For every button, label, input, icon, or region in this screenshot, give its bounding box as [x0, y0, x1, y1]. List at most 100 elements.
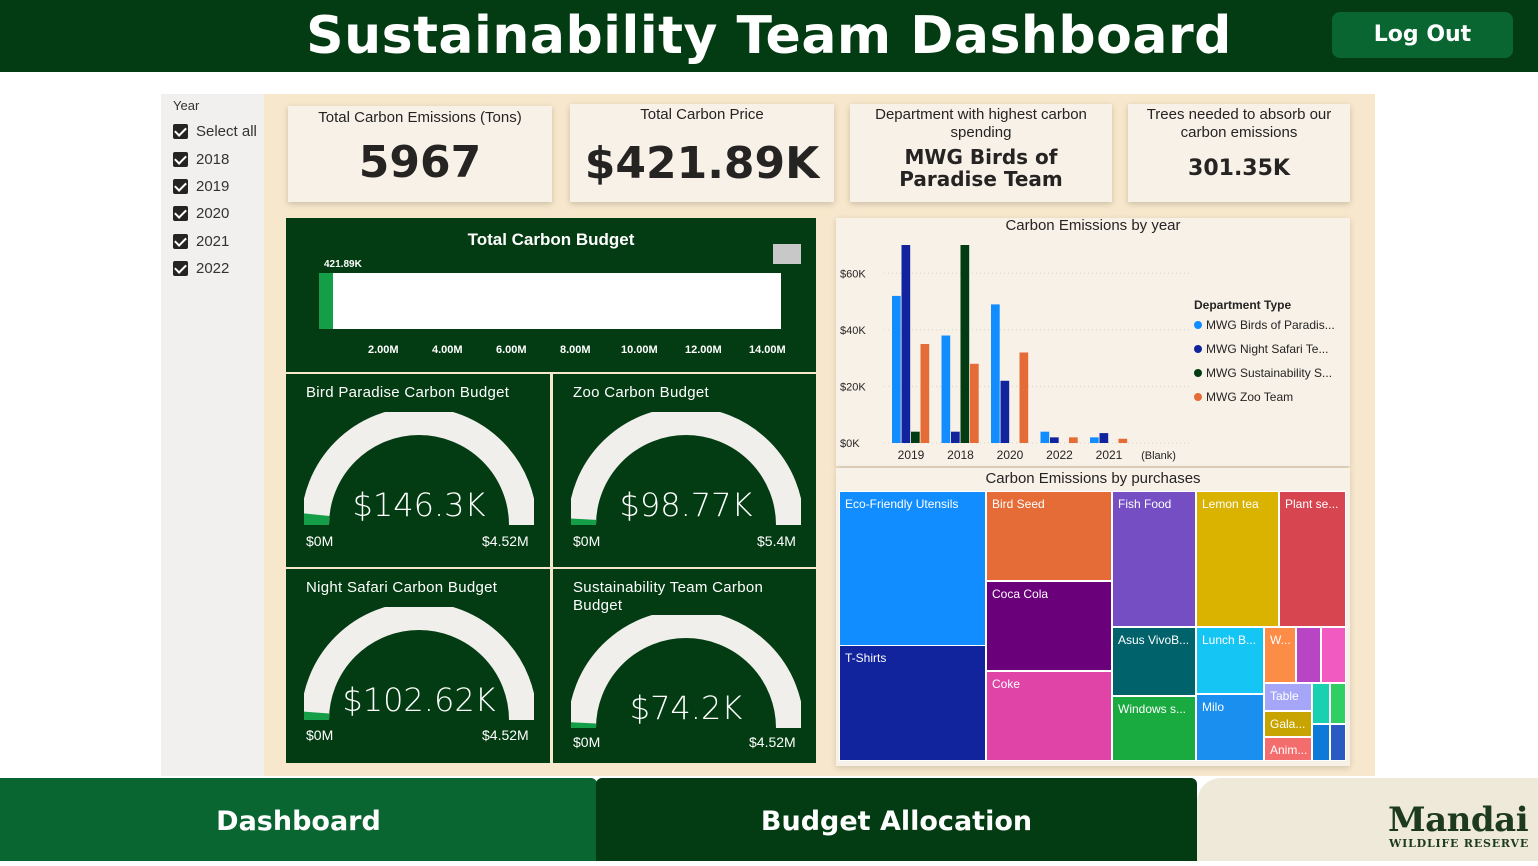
treemap-cell[interactable] [1330, 683, 1346, 724]
legend-item[interactable]: MWG Birds of Paradis... [1194, 318, 1335, 332]
emissions-by-year-chart[interactable]: Carbon Emissions by year $60K$40K$20K$0K… [836, 218, 1350, 466]
treemap-cell[interactable] [1321, 627, 1346, 683]
bar-2020-0[interactable] [991, 304, 1000, 443]
slicer-item-2022[interactable]: 2022 [173, 258, 229, 278]
axis-tick-label: 8.00M [560, 344, 591, 356]
kpi-card-top-department[interactable]: Department with highest carbon spending … [850, 104, 1112, 202]
gauge-title: Bird Paradise Carbon Budget [306, 384, 536, 402]
treemap-cell[interactable]: Table [1264, 683, 1312, 711]
gauge-max: $5.4M [757, 533, 796, 549]
slicer-item-label: 2019 [196, 178, 229, 195]
slicer-item-2021[interactable]: 2021 [173, 231, 229, 251]
bar-2022-3[interactable] [1069, 437, 1078, 443]
gauge-zoo[interactable]: Zoo Carbon Budget $98.77K $0M $5.4M [553, 374, 816, 567]
bar-2022-1[interactable] [1050, 437, 1059, 443]
treemap-cell[interactable]: Milo [1196, 694, 1264, 761]
bar-2021-0[interactable] [1090, 437, 1099, 443]
checkbox-checked-icon[interactable] [173, 124, 188, 139]
gauge-title: Night Safari Carbon Budget [306, 579, 536, 597]
mandai-logo-subtitle: WILDLIFE RESERVE [1389, 837, 1529, 850]
bar-2019-2[interactable] [911, 432, 920, 443]
gauge-night-safari[interactable]: Night Safari Carbon Budget $102.62K $0M … [286, 569, 550, 763]
treemap-cell[interactable] [1330, 724, 1346, 761]
checkbox-checked-icon[interactable] [173, 261, 188, 276]
gauge-bird-paradise[interactable]: Bird Paradise Carbon Budget $146.3K $0M … [286, 374, 550, 567]
kpi-label: Total Carbon Price [570, 106, 834, 124]
checkbox-checked-icon[interactable] [173, 179, 188, 194]
bar-2018-0[interactable] [942, 336, 951, 443]
treemap-cell[interactable] [1296, 627, 1321, 683]
treemap-cell[interactable]: Lemon tea [1196, 491, 1279, 627]
kpi-value: 301.35K [1128, 154, 1350, 184]
bar-2022-0[interactable] [1041, 432, 1050, 443]
treemap-cell[interactable] [1312, 683, 1330, 724]
legend-dot-icon [1194, 369, 1202, 377]
treemap-cell[interactable]: Gala... [1264, 711, 1312, 737]
slicer-item-select-all[interactable]: Select all [173, 121, 257, 141]
nav-dashboard-button[interactable]: Dashboard [0, 778, 597, 861]
year-slicer: Year Select all 2018 2019 2020 2021 2022 [161, 94, 264, 776]
budget-bar-fill[interactable] [319, 273, 333, 329]
slicer-item-label: 2021 [196, 233, 229, 250]
bar-2020-3[interactable] [1020, 352, 1029, 443]
treemap-cell[interactable] [1312, 724, 1330, 761]
kpi-card-total-emissions[interactable]: Total Carbon Emissions (Tons) 5967 [288, 106, 552, 202]
bar-2019-3[interactable] [921, 344, 930, 443]
treemap-cell[interactable]: Bird Seed [986, 491, 1112, 581]
nav-budget-allocation-button[interactable]: Budget Allocation [596, 778, 1197, 861]
slicer-item-2018[interactable]: 2018 [173, 149, 229, 169]
bar-2019-0[interactable] [892, 296, 901, 443]
treemap-cell[interactable]: W... [1264, 627, 1296, 683]
bar-2018-3[interactable] [970, 364, 979, 443]
kpi-value: MWG Birds of Paradise Team [850, 146, 1112, 190]
kpi-card-trees-needed[interactable]: Trees needed to absorb our carbon emissi… [1128, 104, 1350, 202]
slicer-item-2019[interactable]: 2019 [173, 176, 229, 196]
kpi-value: 5967 [288, 135, 552, 191]
legend-dot-icon [1194, 393, 1202, 401]
treemap-cell[interactable]: Lunch B... [1196, 627, 1264, 694]
gauge-min: $0M [306, 533, 333, 549]
gauge-value: $102.62K [304, 681, 534, 719]
y-tick-label: $0K [840, 438, 860, 450]
legend-item[interactable]: MWG Sustainability S... [1194, 366, 1332, 380]
treemap-cell[interactable]: Plant se... [1279, 491, 1346, 627]
checkbox-checked-icon[interactable] [173, 234, 188, 249]
kpi-label: Department with highest carbon spending [850, 106, 1112, 142]
bar-2020-1[interactable] [1001, 381, 1010, 443]
x-tick-label: (Blank) [1141, 450, 1176, 462]
bar-2018-2[interactable] [961, 245, 970, 443]
kpi-card-total-price[interactable]: Total Carbon Price $421.89K [570, 104, 834, 202]
bar-2021-1[interactable] [1100, 433, 1109, 443]
legend-dot-icon [1194, 321, 1202, 329]
checkbox-checked-icon[interactable] [173, 206, 188, 221]
total-carbon-budget-visual[interactable]: Total Carbon Budget 421.89K 2.00M 4.00M … [286, 218, 816, 372]
axis-tick-label: 12.00M [685, 344, 722, 356]
treemap-cell[interactable]: Fish Food [1112, 491, 1196, 627]
treemap-cell[interactable]: Coca Cola [986, 581, 1112, 671]
treemap-cell[interactable]: Windows s... [1112, 696, 1196, 761]
chart-title: Carbon Emissions by purchases [836, 471, 1350, 487]
legend-dot-icon [1194, 345, 1202, 353]
treemap-cell[interactable]: Eco-Friendly Utensils [839, 491, 986, 646]
slicer-item-2020[interactable]: 2020 [173, 203, 229, 223]
slicer-item-label: 2022 [196, 260, 229, 277]
treemap-cell[interactable]: Anim... [1264, 737, 1312, 761]
bar-2019-1[interactable] [902, 245, 911, 443]
gauge-sustainability-team[interactable]: Sustainability Team Carbon Budget $74.2K… [553, 569, 816, 763]
checkbox-checked-icon[interactable] [173, 152, 188, 167]
emissions-by-purchases-treemap[interactable]: Carbon Emissions by purchases Eco-Friend… [836, 468, 1350, 766]
bar-2018-1[interactable] [951, 432, 960, 443]
gauge-title: Sustainability Team Carbon Budget [573, 579, 803, 615]
mandai-logo: Mandai [1388, 800, 1528, 840]
treemap-cell[interactable]: Coke [986, 671, 1112, 761]
bar-2021-3[interactable] [1119, 439, 1128, 443]
legend-item[interactable]: MWG Zoo Team [1194, 390, 1293, 404]
legend-label: MWG Zoo Team [1206, 390, 1293, 404]
y-tick-label: $60K [840, 268, 866, 280]
logout-button[interactable]: Log Out [1332, 12, 1513, 58]
legend-item[interactable]: MWG Night Safari Te... [1194, 342, 1328, 356]
treemap-cell[interactable]: Asus VivoB... [1112, 627, 1196, 696]
treemap-cell[interactable]: T-Shirts [839, 645, 986, 761]
gauge-value: $98.77K [571, 486, 801, 524]
slicer-item-label: Select all [196, 123, 257, 140]
